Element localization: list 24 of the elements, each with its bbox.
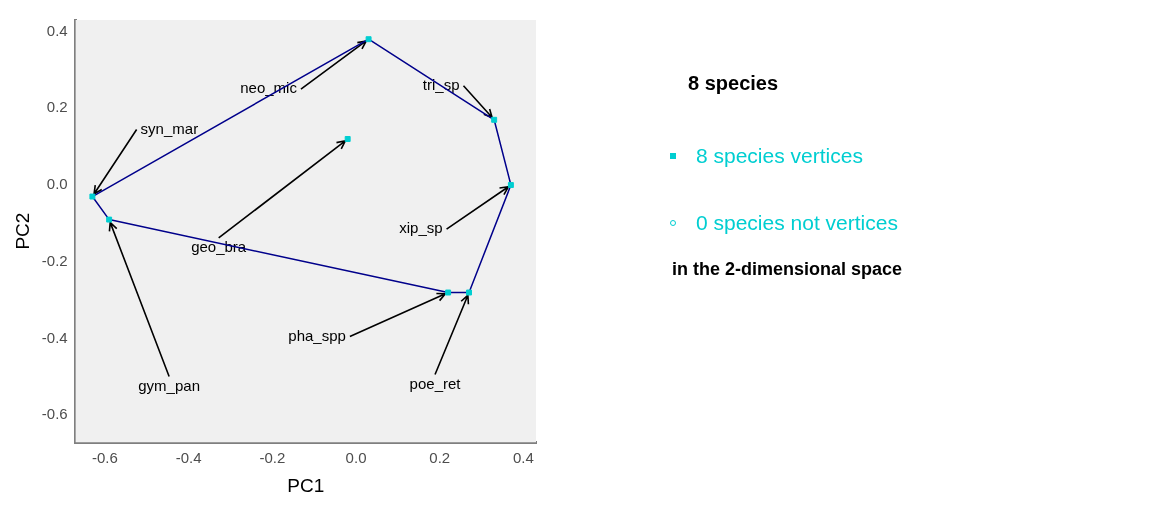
y-tick-label: -0.4 bbox=[41, 328, 68, 346]
annotation: pha_spp bbox=[288, 326, 346, 344]
y-tick-label: -0.2 bbox=[41, 251, 68, 269]
text: in the 2-dimensional space bbox=[672, 259, 904, 280]
x-tick-label: -0.6 bbox=[92, 449, 118, 467]
x-tick-label: 0.0 bbox=[345, 449, 367, 467]
y-tick-label: 0.4 bbox=[46, 21, 68, 39]
x-tick-label: -0.2 bbox=[259, 449, 286, 467]
annotation: poe_ret bbox=[409, 374, 462, 392]
y-tick-label: 0.2 bbox=[46, 98, 68, 116]
y-tick-label: 0.0 bbox=[46, 175, 68, 193]
legend-label: 0 species not vertices bbox=[696, 211, 898, 235]
x-tick-label: -0.4 bbox=[175, 449, 202, 467]
x-tick-label: 0.2 bbox=[429, 449, 451, 467]
annotation: geo_bra bbox=[191, 238, 247, 256]
y-tick-label: -0.6 bbox=[41, 405, 68, 423]
legend-title: 8 species bbox=[688, 72, 780, 95]
annotation: gym_pan bbox=[138, 376, 200, 394]
legend-label: 8 species vertices bbox=[696, 144, 863, 168]
x-tick-label: 0.4 bbox=[513, 449, 534, 467]
y-axis-title: PC2 bbox=[11, 212, 33, 250]
x-axis-title: PC1 bbox=[287, 474, 325, 496]
annotation: syn_mar bbox=[140, 119, 199, 137]
annotation: xip_sp bbox=[399, 219, 443, 237]
